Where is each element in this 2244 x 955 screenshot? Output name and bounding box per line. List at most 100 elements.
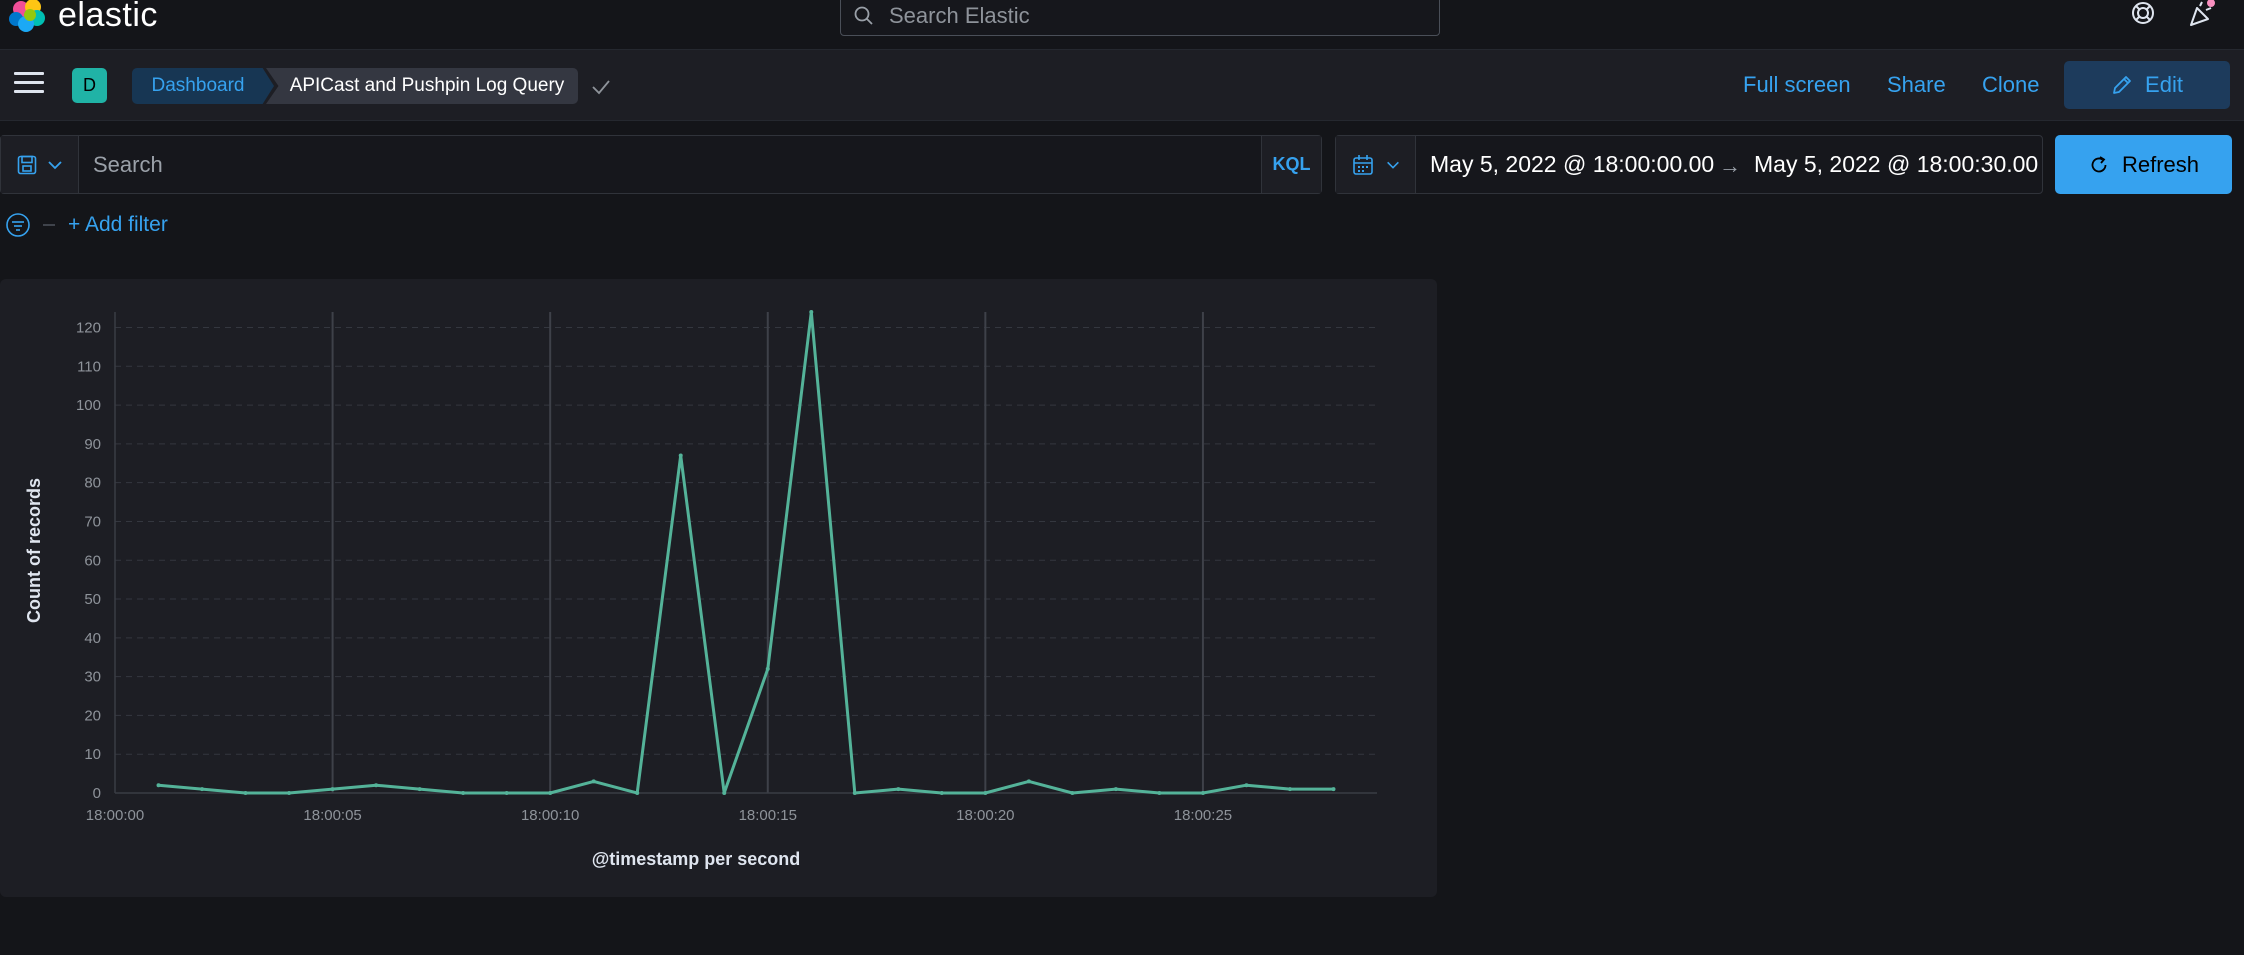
data-point[interactable] bbox=[548, 791, 553, 795]
query-input[interactable] bbox=[91, 136, 1251, 193]
check-icon bbox=[592, 80, 610, 95]
query-bar: KQL bbox=[0, 135, 1322, 194]
y-axis-label: Count of records bbox=[24, 478, 44, 623]
data-point[interactable] bbox=[852, 791, 857, 795]
data-point[interactable] bbox=[983, 791, 988, 795]
top-header: elastic bbox=[0, 0, 2244, 50]
global-search[interactable] bbox=[840, 0, 1440, 36]
chevron-down-icon bbox=[47, 160, 62, 169]
data-point[interactable] bbox=[896, 787, 901, 792]
full-screen-link[interactable]: Full screen bbox=[1743, 72, 1851, 97]
x-tick-label: 18:00:00 bbox=[86, 807, 144, 824]
menu-icon-bar bbox=[14, 72, 44, 75]
data-point[interactable] bbox=[330, 787, 335, 792]
elastic-logo[interactable]: elastic bbox=[8, 0, 158, 36]
y-tick-label: 60 bbox=[84, 552, 101, 569]
data-point[interactable] bbox=[1244, 783, 1249, 788]
x-axis-label: @timestamp per second bbox=[592, 849, 801, 869]
data-point[interactable] bbox=[374, 783, 379, 788]
refresh-button-label: Refresh bbox=[2121, 151, 2200, 177]
calendar-icon bbox=[1352, 154, 1373, 175]
x-tick-label: 18:00:10 bbox=[521, 807, 579, 824]
data-point[interactable] bbox=[939, 791, 944, 795]
y-tick-label: 110 bbox=[77, 358, 101, 375]
y-tick-label: 120 bbox=[76, 320, 101, 337]
add-filter-button[interactable]: + Add filter bbox=[68, 213, 168, 236]
date-picker: May 5, 2022 @ 18:00:00.00 → May 5, 2022 … bbox=[1335, 135, 2043, 194]
date-quick-menu-button[interactable] bbox=[1336, 136, 1416, 193]
data-point[interactable] bbox=[722, 791, 727, 795]
data-point[interactable] bbox=[461, 791, 466, 795]
share-link[interactable]: Share bbox=[1887, 72, 1946, 97]
y-tick-label: 40 bbox=[84, 630, 101, 647]
data-point[interactable] bbox=[243, 791, 248, 795]
x-tick-label: 18:00:25 bbox=[1174, 807, 1232, 824]
data-point[interactable] bbox=[1200, 791, 1205, 795]
kql-language-button[interactable]: KQL bbox=[1261, 136, 1321, 193]
y-tick-labels: 0 10 20 30 40 50 60 70 80 90 100 110 120 bbox=[76, 320, 101, 802]
data-point[interactable] bbox=[417, 787, 422, 792]
data-point[interactable] bbox=[287, 791, 292, 795]
data-point[interactable] bbox=[1113, 787, 1118, 792]
y-tick-label: 20 bbox=[84, 707, 101, 724]
edit-button-label: Edit bbox=[2145, 72, 2183, 97]
data-point[interactable] bbox=[156, 783, 161, 788]
logo-text: elastic bbox=[58, 0, 158, 34]
y-tick-label: 50 bbox=[84, 591, 101, 608]
series-points bbox=[156, 310, 1336, 795]
dashboard-nav-bar: D Dashboard APICast and Pushpin Log Quer… bbox=[0, 50, 2244, 121]
search-icon bbox=[854, 6, 873, 25]
data-point[interactable] bbox=[678, 453, 683, 458]
x-tick-label: 18:00:15 bbox=[739, 807, 797, 824]
saved-query-button[interactable] bbox=[1, 136, 79, 193]
horizontal-gridlines bbox=[115, 327, 1377, 755]
edit-button[interactable]: Edit bbox=[2064, 61, 2230, 109]
refresh-button[interactable]: Refresh bbox=[2055, 135, 2232, 194]
menu-icon-bar bbox=[14, 90, 44, 93]
breadcrumb-current: APICast and Pushpin Log Query bbox=[266, 68, 578, 104]
y-tick-label: 90 bbox=[84, 436, 101, 453]
date-end[interactable]: May 5, 2022 @ 18:00:30.00 bbox=[1754, 151, 2039, 177]
space-avatar[interactable]: D bbox=[72, 68, 107, 103]
data-point[interactable] bbox=[591, 779, 596, 784]
y-tick-label: 100 bbox=[76, 397, 101, 414]
data-point[interactable] bbox=[1026, 779, 1031, 784]
y-tick-label: 0 bbox=[93, 785, 101, 802]
news-feed-icon[interactable] bbox=[2186, 0, 2216, 30]
help-icon[interactable] bbox=[2128, 0, 2158, 30]
x-tick-label: 18:00:05 bbox=[303, 807, 361, 824]
data-point[interactable] bbox=[765, 666, 770, 671]
x-tick-label: 18:00:20 bbox=[956, 807, 1014, 824]
menu-icon-bar bbox=[14, 81, 44, 84]
data-point[interactable] bbox=[504, 791, 509, 795]
series-line bbox=[158, 310, 1334, 795]
y-tick-label: 30 bbox=[84, 669, 101, 686]
menu-toggle-button[interactable] bbox=[14, 72, 44, 98]
elastic-logo-icon bbox=[9, 0, 45, 32]
save-icon bbox=[17, 155, 36, 174]
date-start[interactable]: May 5, 2022 @ 18:00:00.00 bbox=[1430, 151, 1715, 177]
chevron-down-icon bbox=[1386, 161, 1399, 169]
y-tick-label: 10 bbox=[84, 746, 101, 763]
data-point[interactable] bbox=[1331, 787, 1336, 792]
data-point[interactable] bbox=[809, 310, 814, 314]
pencil-icon bbox=[2113, 76, 2131, 94]
data-point[interactable] bbox=[635, 791, 640, 795]
divider bbox=[43, 224, 55, 226]
y-tick-label: 80 bbox=[84, 475, 101, 492]
filter-options-icon[interactable] bbox=[4, 211, 32, 239]
x-tick-labels: 18:00:00 18:00:05 18:00:10 18:00:15 18:00:20… bbox=[86, 807, 1232, 824]
global-search-input[interactable] bbox=[887, 2, 1407, 30]
refresh-icon bbox=[2091, 155, 2107, 172]
clone-link[interactable]: Clone bbox=[1982, 72, 2040, 97]
visualization-panel[interactable]: 0 10 20 30 40 50 60 70 80 90 100 110 120 18:00:00 18:… bbox=[0, 279, 1437, 897]
date-range-arrow-icon: → bbox=[1719, 153, 1741, 178]
y-tick-label: 70 bbox=[84, 513, 101, 530]
data-point[interactable] bbox=[1157, 791, 1162, 795]
data-point[interactable] bbox=[1070, 791, 1075, 795]
data-point[interactable] bbox=[1287, 787, 1292, 792]
vertical-gridlines bbox=[331, 312, 1204, 793]
breadcrumb-dashboard[interactable]: Dashboard bbox=[132, 68, 274, 104]
data-point[interactable] bbox=[200, 787, 205, 792]
